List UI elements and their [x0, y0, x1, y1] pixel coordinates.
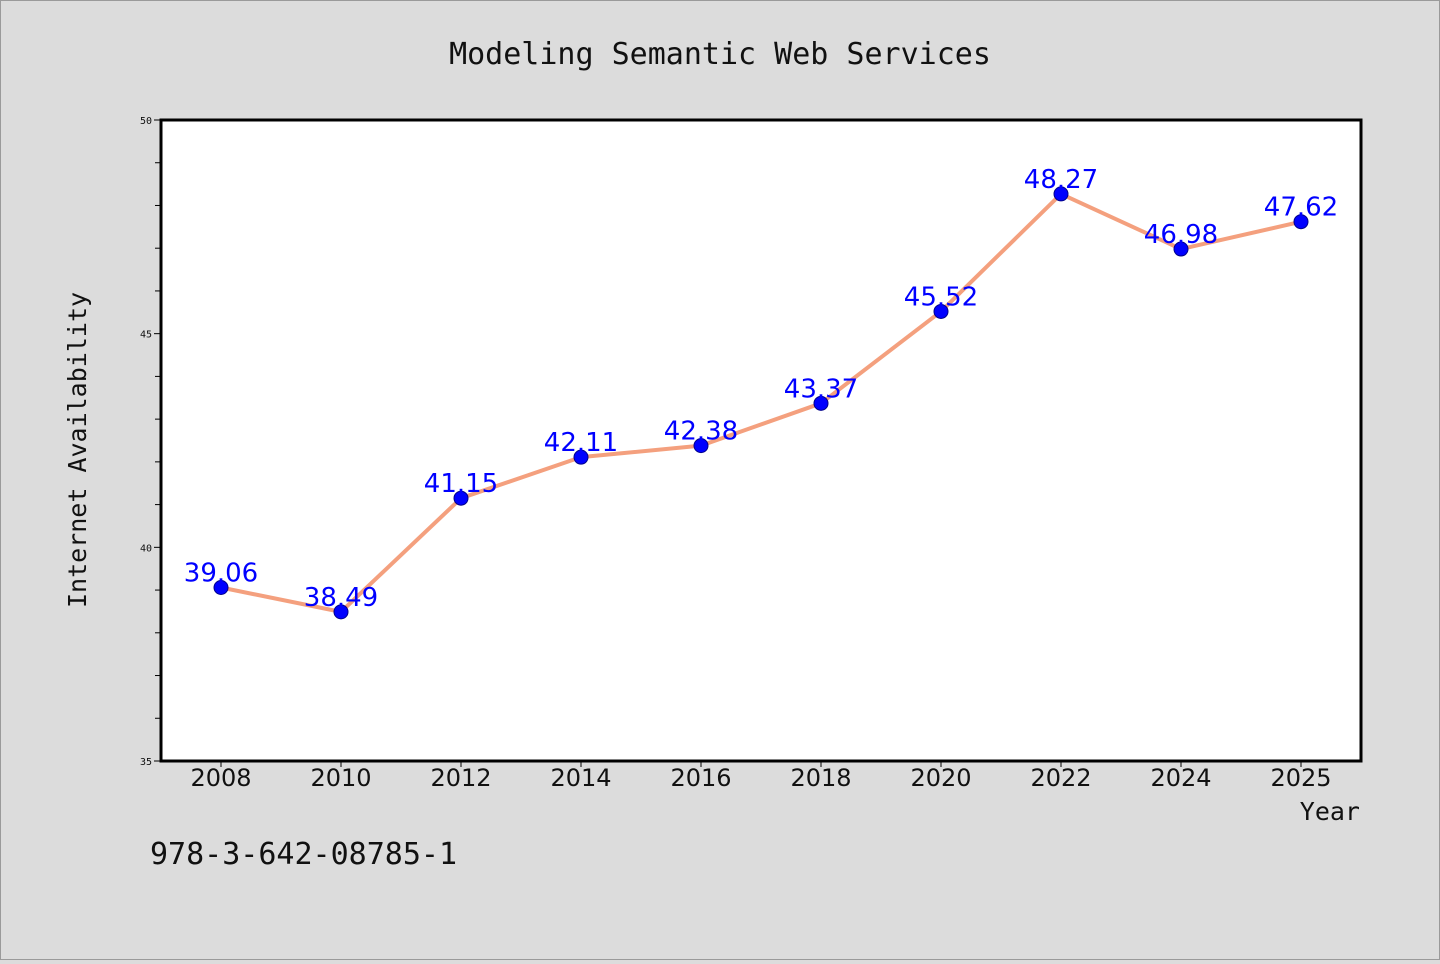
data-label: 39.06	[184, 559, 258, 589]
y-tick-label: 35	[140, 757, 152, 768]
data-point	[1053, 186, 1069, 202]
x-tick-label: 2022	[1030, 764, 1091, 792]
data-point	[333, 604, 349, 620]
series-line	[219, 191, 1303, 614]
y-tick-label: 45	[140, 330, 152, 341]
x-axis-label: Year	[1300, 797, 1360, 826]
x-tick-label: 2010	[310, 764, 371, 792]
footer-note: 978-3-642-08785-1	[150, 837, 457, 872]
data-label: 43.37	[784, 374, 858, 404]
data-point	[1293, 214, 1309, 230]
data-label: 42.11	[544, 428, 618, 458]
data-label: 47.62	[1264, 193, 1338, 223]
y-tick-label: 50	[140, 116, 152, 127]
y-axis-label: Internet Availability	[63, 292, 92, 608]
chart-title: Modeling Semantic Web Services	[449, 37, 991, 72]
data-point	[573, 449, 589, 465]
data-point	[1173, 241, 1189, 257]
data-label: 45.52	[904, 282, 978, 312]
x-tick-label: 2020	[910, 764, 971, 792]
x-tick-label: 2012	[430, 764, 491, 792]
data-label: 38.49	[304, 583, 378, 613]
data-point	[453, 490, 469, 506]
x-tick-label: 2018	[790, 764, 851, 792]
data-point	[693, 438, 709, 454]
y-tick-label: 40	[140, 543, 152, 554]
x-tick-label: 2024	[1150, 764, 1211, 792]
data-point	[813, 395, 829, 411]
data-label-layer: 39.06 38.49 41.15 42.11 42.38 43.37 45.52 48.27…	[184, 165, 1338, 613]
data-point	[213, 580, 229, 596]
data-label: 48.27	[1024, 165, 1098, 195]
data-label: 42.38	[664, 417, 738, 447]
y-axis: 35 40 45 50	[140, 116, 161, 768]
x-tick-label: 2016	[670, 764, 731, 792]
x-tick-label: 2025	[1270, 764, 1331, 792]
data-label: 41.15	[424, 469, 498, 499]
x-tick-label: 2014	[550, 764, 611, 792]
data-point	[933, 303, 949, 319]
series-layer	[213, 186, 1309, 620]
data-label: 46.98	[1144, 220, 1218, 250]
plot-area	[159, 118, 1363, 763]
x-axis: 2008 2010 2012 2014 2016 2018 2020 2022 2024 2025	[190, 761, 1332, 792]
x-tick-label: 2008	[190, 764, 251, 792]
